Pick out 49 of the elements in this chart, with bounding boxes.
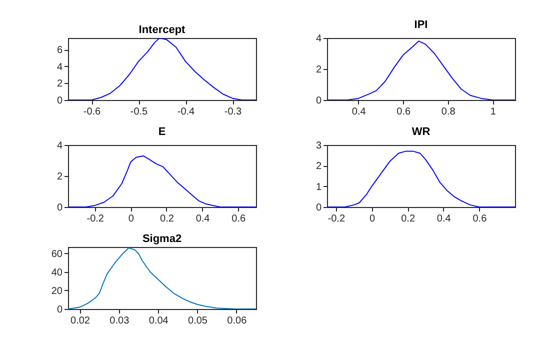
y-tick-label: 4 <box>56 140 63 152</box>
x-tick-label: 0.6 <box>232 214 246 224</box>
x-tick-label: 0.05 <box>188 316 208 326</box>
x-tick-label: 0.02 <box>70 316 90 326</box>
x-tick-label: -0.3 <box>224 106 242 118</box>
x-tick-label: 0.4 <box>196 214 210 224</box>
y-tick-label: 2 <box>316 161 322 172</box>
x-tick-label: 1 <box>490 106 496 118</box>
y-tick-label: 60 <box>51 248 63 260</box>
y-tick-label: 20 <box>51 286 63 297</box>
x-tick-label: -0.4 <box>177 106 196 118</box>
y-tick-label: 2 <box>316 64 322 76</box>
x-tick-label: -0.5 <box>130 106 148 118</box>
chart-title: E <box>158 126 166 138</box>
y-tick-label: 2 <box>56 172 63 182</box>
y-tick-label: 4 <box>316 34 322 44</box>
x-tick-label: 0.2 <box>401 214 416 224</box>
x-tick-label: 0 <box>369 214 376 224</box>
chart-title: IPI <box>414 19 428 31</box>
x-tick-label: 0.6 <box>472 214 488 224</box>
y-tick-label: 1 <box>316 182 322 193</box>
x-tick-label: 0.04 <box>148 316 169 326</box>
line-series <box>327 40 515 100</box>
y-tick-label: 6 <box>56 45 63 56</box>
y-tick-label: 0 <box>56 202 63 214</box>
x-tick-label: 0.8 <box>441 106 456 118</box>
chart-title: Sigma2 <box>142 233 182 245</box>
x-tick-label: 0 <box>128 214 134 224</box>
x-tick-label: 0.4 <box>352 106 366 118</box>
y-tick-label: 0 <box>56 96 63 106</box>
line-series <box>68 155 256 207</box>
x-tick-label: 0.03 <box>110 316 130 326</box>
x-tick-label: -0.6 <box>83 106 102 118</box>
x-tick-label: 0.6 <box>396 106 411 118</box>
y-tick-label: 0 <box>316 96 322 106</box>
chart-title: Intercept <box>138 24 186 36</box>
y-tick-label: 3 <box>316 140 322 152</box>
y-tick-label: 0 <box>56 304 63 316</box>
chart-title: WR <box>412 126 430 138</box>
x-tick-label: -0.2 <box>86 214 104 224</box>
line-series <box>327 150 515 207</box>
x-tick-label: 0.4 <box>436 214 452 224</box>
y-tick-label: 40 <box>51 267 63 278</box>
x-tick-label: -0.2 <box>328 214 346 224</box>
y-tick-label: 0 <box>316 202 322 214</box>
y-tick-label: 4 <box>56 62 63 73</box>
x-tick-label: 0.06 <box>227 316 248 326</box>
y-tick-label: 2 <box>56 78 63 90</box>
x-tick-label: 0.2 <box>160 214 174 224</box>
